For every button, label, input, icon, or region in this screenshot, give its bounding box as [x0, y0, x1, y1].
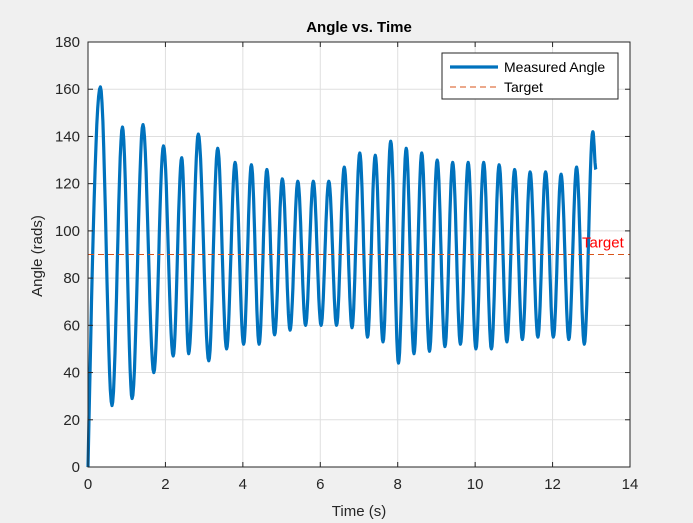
- y-tick-label: 0: [72, 459, 80, 476]
- legend-entry: Measured Angle: [504, 59, 605, 75]
- annotation-label: Target: [582, 235, 625, 252]
- annotations: Target: [582, 235, 625, 252]
- y-tick-label: 180: [55, 34, 80, 51]
- x-tick-label: 4: [239, 476, 247, 493]
- x-tick-label: 0: [84, 476, 92, 493]
- x-tick-label: 8: [394, 476, 402, 493]
- y-tick-label: 140: [55, 128, 80, 145]
- y-tick-label: 20: [63, 412, 80, 429]
- legend: Measured Angle Target: [441, 52, 619, 100]
- y-tick-label: 40: [63, 365, 80, 382]
- series-line-measured-angle: [86, 85, 598, 468]
- y-tick-label: 160: [55, 81, 80, 98]
- y-tick-label: 60: [63, 317, 80, 334]
- legend-box: [441, 52, 619, 100]
- y-tick-label: 120: [55, 176, 80, 193]
- x-tick-label: 14: [622, 476, 639, 493]
- axes: [87, 41, 631, 468]
- legend-entry: Target: [504, 79, 543, 95]
- y-axis-label: Angle (rads): [29, 215, 46, 297]
- axes-box: [87, 41, 631, 468]
- x-tick-label: 10: [467, 476, 484, 493]
- y-tick-label: 100: [55, 223, 80, 240]
- y-tick-label: 80: [63, 270, 80, 287]
- x-axis-label: Time (s): [332, 503, 386, 520]
- x-tick-label: 2: [161, 476, 169, 493]
- x-tick-label: 12: [544, 476, 561, 493]
- chart-title: Angle vs. Time: [306, 19, 412, 36]
- series-layer: [86, 85, 630, 468]
- x-tick-label: 6: [316, 476, 324, 493]
